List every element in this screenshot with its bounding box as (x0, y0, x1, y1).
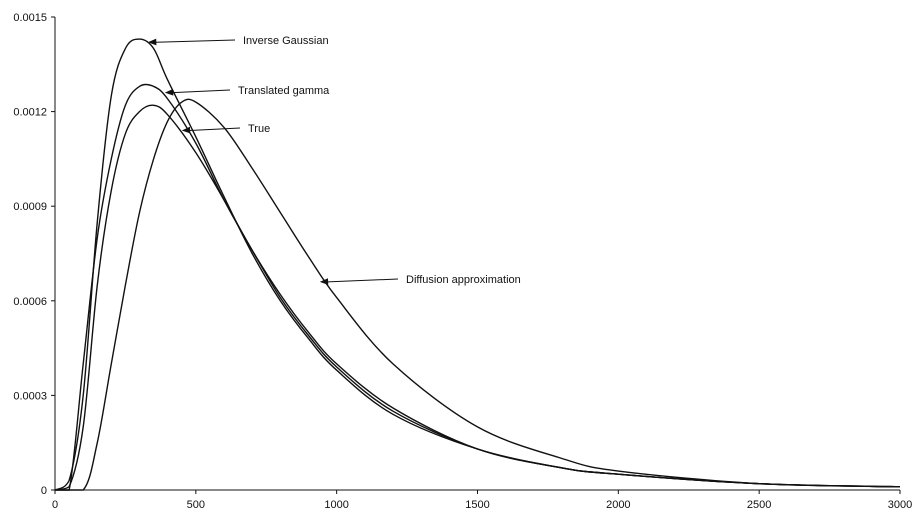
x-tick-label: 3000 (888, 499, 912, 511)
annotation-arrow-line (327, 278, 399, 283)
x-tick-label: 1500 (465, 499, 489, 511)
annotation-translated-gamma: Translated gamma (164, 85, 330, 97)
x-tick-label: 0 (52, 499, 58, 511)
annotation-label: Diffusion approximation (406, 274, 521, 286)
y-tick-label: 0.0012 (13, 107, 47, 119)
annotation-true: True (181, 123, 270, 135)
y-axis-ticks: 0 0.0003 0.0006 0.0009 0.0012 0.0015 (13, 12, 55, 497)
annotation-arrow-line (155, 39, 236, 43)
y-tick-label: 0.0003 (13, 390, 47, 402)
series-line-true (54, 104, 901, 491)
y-tick-label: 0 (41, 485, 47, 497)
annotation-arrow-line (189, 127, 241, 132)
arrow-head-icon (164, 88, 174, 96)
arrow-head-icon (319, 278, 329, 285)
axes (54, 17, 900, 491)
arrow-head-icon (147, 38, 157, 46)
x-tick-label: 2500 (747, 499, 771, 511)
series-curves (54, 38, 901, 491)
series-line-diffusion-approximation (55, 98, 901, 491)
annotation-label: True (248, 123, 270, 135)
series-line-translated-gamma (55, 83, 901, 491)
x-tick-label: 500 (187, 499, 205, 511)
annotations: Inverse Gaussian Translated gamma True Diff… (147, 35, 521, 286)
annotation-label: Translated gamma (238, 85, 330, 97)
annotation-diffusion-approximation: Diffusion approximation (319, 274, 521, 286)
y-tick-label: 0.0015 (13, 12, 47, 24)
y-tick-label: 0.0006 (13, 296, 47, 308)
annotation-label: Inverse Gaussian (243, 35, 329, 47)
x-tick-label: 1000 (324, 499, 348, 511)
x-axis-ticks: 0 500 1000 1500 2000 2500 3000 (52, 490, 912, 511)
arrow-head-icon (181, 126, 191, 134)
annotation-inverse-gaussian: Inverse Gaussian (147, 35, 329, 47)
series-line-inverse-gaussian (54, 38, 901, 491)
x-tick-label: 2000 (606, 499, 630, 511)
annotation-arrow-line (172, 89, 231, 94)
y-tick-label: 0.0009 (13, 201, 47, 213)
